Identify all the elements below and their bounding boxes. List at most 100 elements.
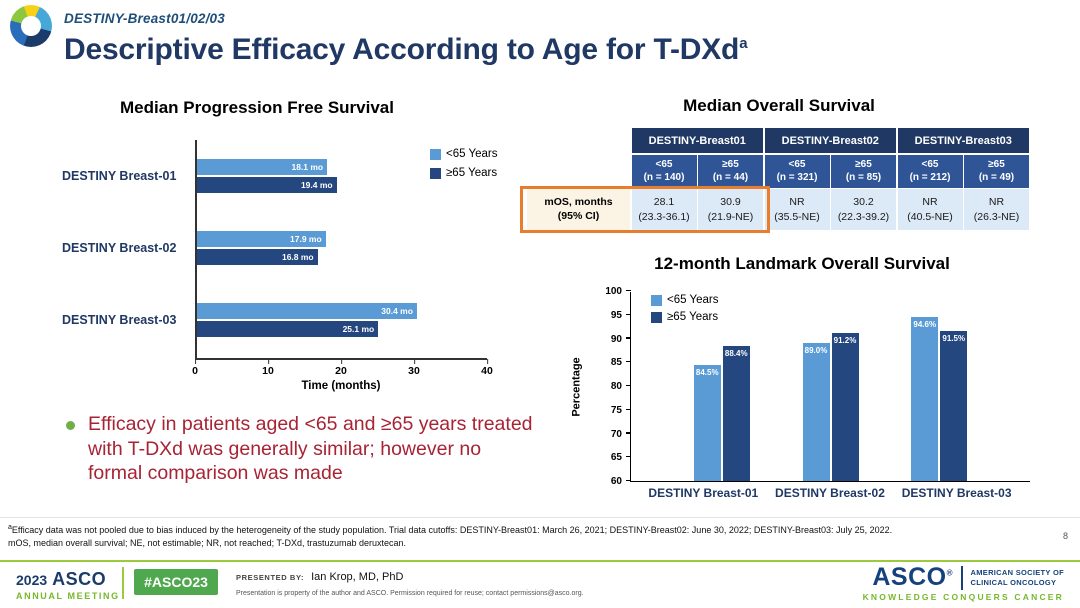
landmark-y-tick-label: 95 bbox=[610, 309, 622, 321]
meeting-name: ASCO bbox=[52, 569, 107, 589]
footer-disclaimer: Presentation is property of the author a… bbox=[236, 590, 584, 597]
os-subheader-line: <65 bbox=[655, 159, 673, 170]
landmark-y-tick-mark bbox=[626, 313, 631, 315]
landmark-y-axis-title: Percentage bbox=[571, 357, 583, 417]
os-value-cell: 30.9 (21.9-NE) bbox=[698, 189, 763, 230]
os-value-line: 30.2 bbox=[853, 196, 874, 209]
landmark-bars: 84.5% 88.4% 89.0% 91.2% 94.6% 91.5% bbox=[631, 292, 1030, 481]
asco-logo-separator bbox=[961, 565, 963, 590]
pfs-x-tick-label: 30 bbox=[408, 359, 420, 377]
os-trial-header: DESTINY-Breast01 bbox=[631, 128, 763, 153]
legend-swatch-icon bbox=[651, 294, 662, 306]
asco-wordmark-text: ASCO bbox=[872, 563, 947, 591]
pfs-y-axis-line bbox=[195, 140, 197, 358]
landmark-bar: 84.5% bbox=[693, 364, 721, 481]
os-subheader-line: (n = 212) bbox=[909, 172, 951, 183]
landmark-bar-chart: 12-month Landmark Overall Survival Perce… bbox=[562, 254, 1062, 500]
landmark-bar-value: 94.6% bbox=[913, 319, 937, 329]
os-value-line: NR bbox=[922, 196, 938, 209]
os-trial-header: DESTINY-Breast02 bbox=[764, 128, 896, 153]
landmark-bar: 88.4% bbox=[722, 346, 750, 481]
os-subheader-spacer bbox=[527, 155, 630, 188]
landmark-bar-value: 84.5% bbox=[695, 367, 719, 377]
annual-meeting-logo: 2023 ASCO ANNUAL MEETING bbox=[16, 569, 120, 601]
landmark-chart-title: 12-month Landmark Overall Survival bbox=[654, 254, 950, 273]
landmark-bar-group: 94.6% 91.5% bbox=[911, 316, 968, 481]
os-value-line: 28.1 bbox=[653, 196, 675, 209]
os-corner-cell bbox=[527, 128, 630, 153]
landmark-y-tick-label: 70 bbox=[610, 428, 622, 440]
slide-title-superscript: a bbox=[739, 35, 748, 52]
os-subheader: <65 (n = 140) bbox=[631, 154, 697, 188]
os-subheader-line: <65 bbox=[921, 159, 939, 170]
asco-meeting-logo-icon bbox=[10, 5, 52, 47]
presented-by-block: PRESENTED BY: Ian Krop, MD, PhD bbox=[236, 571, 403, 583]
landmark-bar-value: 91.2% bbox=[833, 335, 857, 345]
pfs-bar-chart: Median Progression Free Survival <65 Yea… bbox=[62, 98, 522, 398]
slide-title: Descriptive Efficacy According to Age fo… bbox=[64, 33, 748, 67]
os-value-line: (26.3-NE) bbox=[973, 210, 1020, 223]
landmark-x-labels: DESTINY Breast-01 DESTINY Breast-02 DESTIN… bbox=[630, 486, 1030, 500]
landmark-y-tick-label: 100 bbox=[605, 286, 622, 297]
pfs-bar-value: 19.4 mo bbox=[300, 180, 333, 190]
asco-logo-block: ASCO® AMERICAN SOCIETY OF CLINICAL ONCOLO… bbox=[862, 565, 1064, 603]
landmark-bar: 91.5% bbox=[940, 331, 968, 481]
pfs-category-label: DESTINY Breast-02 bbox=[62, 241, 177, 255]
landmark-bar-group: 89.0% 91.2% bbox=[802, 332, 859, 481]
os-value-line: NR bbox=[789, 196, 805, 209]
os-value-cell: NR (35.5-NE) bbox=[764, 189, 830, 230]
page-number: 8 bbox=[1062, 531, 1068, 541]
footnote-divider bbox=[0, 517, 1080, 518]
key-point-text: Efficacy in patients aged <65 and ≥65 ye… bbox=[88, 413, 533, 485]
os-subheader: <65 (n = 321) bbox=[764, 154, 830, 188]
asco-wordmark: ASCO® bbox=[872, 565, 953, 590]
landmark-bar: 91.2% bbox=[831, 332, 859, 481]
pfs-bar-value: 17.9 mo bbox=[290, 234, 322, 244]
legend-label: ≥65 Years bbox=[667, 311, 719, 323]
os-value-line: (22.3-39.2) bbox=[837, 210, 890, 223]
landmark-y-tick-mark bbox=[626, 408, 631, 410]
landmark-x-label: DESTINY Breast-02 bbox=[775, 486, 885, 500]
footnote-superscript: a bbox=[8, 524, 12, 531]
os-subheader-line: (n = 85) bbox=[845, 172, 882, 183]
legend-item: ≥65 Years bbox=[430, 167, 497, 179]
asco-society-line-2: CLINICAL ONCOLOGY bbox=[970, 577, 1057, 587]
landmark-y-tick-label: 60 bbox=[610, 476, 622, 487]
landmark-x-label: DESTINY Breast-03 bbox=[901, 486, 1012, 500]
footer-divider-line bbox=[0, 560, 1080, 562]
landmark-bar: 89.0% bbox=[802, 343, 830, 481]
slide-title-text: Descriptive Efficacy According to Age fo… bbox=[64, 33, 740, 66]
pfs-bar-value: 30.4 mo bbox=[381, 306, 413, 316]
bullet-marker-icon bbox=[66, 421, 75, 430]
landmark-bar-value: 91.5% bbox=[942, 334, 966, 344]
legend-label: ≥65 Years bbox=[446, 167, 498, 179]
key-point-bullet: Efficacy in patients aged <65 and ≥65 ye… bbox=[66, 412, 566, 486]
landmark-y-tick-mark bbox=[626, 337, 631, 339]
meeting-subtitle: ANNUAL MEETING bbox=[16, 591, 120, 601]
os-subheader: ≥65 (n = 49) bbox=[964, 154, 1029, 188]
pfs-chart-title: Median Progression Free Survival bbox=[120, 98, 394, 117]
legend-swatch-icon bbox=[651, 311, 662, 323]
os-value-cell: NR (40.5-NE) bbox=[897, 189, 963, 230]
annual-meeting-logo-top: 2023 ASCO bbox=[16, 569, 120, 590]
pfs-bar: 25.1 mo bbox=[195, 321, 379, 337]
meeting-year: 2023 bbox=[16, 572, 48, 588]
asco-society-line-1: AMERICAN SOCIETY OF bbox=[970, 568, 1064, 578]
pfs-bar: 30.4 mo bbox=[195, 303, 417, 319]
os-subheader: ≥65 (n = 85) bbox=[831, 154, 896, 188]
presented-by-label: PRESENTED BY: bbox=[236, 573, 305, 582]
pfs-bar-pair: 18.1 mo 19.4 mo bbox=[195, 159, 337, 193]
legend-label: <65 Years bbox=[667, 294, 719, 306]
slide-footer: 2023 ASCO ANNUAL MEETING #ASCO23 PRESENT… bbox=[0, 562, 1080, 608]
landmark-legend: <65 Years ≥65 Years bbox=[651, 294, 718, 323]
os-table-block: Median Overall Survival DESTINY-Breast01… bbox=[520, 96, 1031, 233]
pfs-x-tick-label: 10 bbox=[262, 359, 274, 377]
landmark-y-tick-mark bbox=[626, 289, 631, 291]
asco-tagline: KNOWLEDGE CONQUERS CANCER bbox=[862, 592, 1064, 602]
os-table-grid: DESTINY-Breast01 DESTINY-Breast02 DESTINY-… bbox=[527, 128, 1031, 230]
landmark-y-axis-title-wrap: Percentage bbox=[567, 292, 587, 482]
pfs-legend: <65 Years ≥65 Years bbox=[430, 148, 497, 179]
asco-society-name: AMERICAN SOCIETY OF CLINICAL ONCOLOGY bbox=[971, 568, 1064, 587]
os-value-cell: NR (26.3-NE) bbox=[964, 189, 1029, 230]
os-value-line: (21.9-NE) bbox=[707, 210, 754, 223]
